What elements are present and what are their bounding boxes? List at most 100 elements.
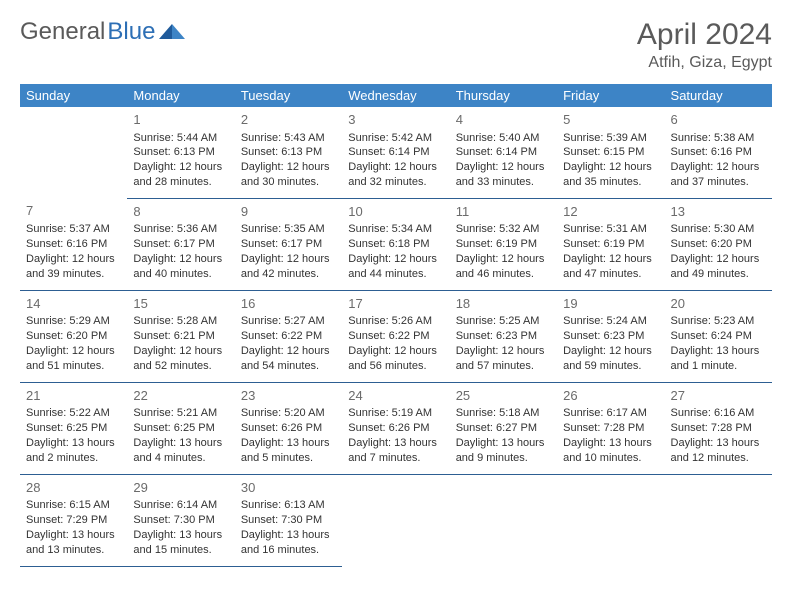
weekday-header: Thursday bbox=[450, 84, 557, 107]
day-number: 11 bbox=[456, 203, 551, 221]
calendar-day-cell: 14Sunrise: 5:29 AMSunset: 6:20 PMDayligh… bbox=[20, 290, 127, 382]
sunset-line: Sunset: 7:30 PM bbox=[241, 513, 336, 528]
sunrise-line: Sunrise: 5:35 AM bbox=[241, 222, 336, 237]
day-number: 19 bbox=[563, 295, 658, 313]
daylight-line: Daylight: 13 hours and 1 minute. bbox=[671, 344, 766, 374]
sunset-line: Sunset: 6:16 PM bbox=[671, 145, 766, 160]
sunset-line: Sunset: 7:29 PM bbox=[26, 513, 121, 528]
day-number: 18 bbox=[456, 295, 551, 313]
sunset-line: Sunset: 6:19 PM bbox=[456, 237, 551, 252]
daylight-line: Daylight: 12 hours and 47 minutes. bbox=[563, 252, 658, 282]
sunrise-line: Sunrise: 5:44 AM bbox=[133, 131, 228, 146]
month-title: April 2024 bbox=[637, 18, 772, 52]
day-number: 7 bbox=[26, 202, 121, 220]
daylight-line: Daylight: 12 hours and 57 minutes. bbox=[456, 344, 551, 374]
calendar-day-cell: 3Sunrise: 5:42 AMSunset: 6:14 PMDaylight… bbox=[342, 107, 449, 198]
calendar-day-cell: 24Sunrise: 5:19 AMSunset: 6:26 PMDayligh… bbox=[342, 382, 449, 474]
calendar-day-cell: 5Sunrise: 5:39 AMSunset: 6:15 PMDaylight… bbox=[557, 107, 664, 198]
day-number: 3 bbox=[348, 111, 443, 129]
day-number: 6 bbox=[671, 111, 766, 129]
sunset-line: Sunset: 6:20 PM bbox=[671, 237, 766, 252]
sunset-line: Sunset: 6:20 PM bbox=[26, 329, 121, 344]
daylight-line: Daylight: 12 hours and 54 minutes. bbox=[241, 344, 336, 374]
calendar-day-cell: 2Sunrise: 5:43 AMSunset: 6:13 PMDaylight… bbox=[235, 107, 342, 198]
day-number: 16 bbox=[241, 295, 336, 313]
calendar-day-cell: 16Sunrise: 5:27 AMSunset: 6:22 PMDayligh… bbox=[235, 290, 342, 382]
sunrise-line: Sunrise: 5:24 AM bbox=[563, 314, 658, 329]
sunrise-line: Sunrise: 5:40 AM bbox=[456, 131, 551, 146]
calendar-day-cell: 11Sunrise: 5:32 AMSunset: 6:19 PMDayligh… bbox=[450, 198, 557, 290]
weekday-header: Wednesday bbox=[342, 84, 449, 107]
sunrise-line: Sunrise: 6:15 AM bbox=[26, 498, 121, 513]
calendar-day-cell: 17Sunrise: 5:26 AMSunset: 6:22 PMDayligh… bbox=[342, 290, 449, 382]
daylight-line: Daylight: 12 hours and 30 minutes. bbox=[241, 160, 336, 190]
daylight-line: Daylight: 13 hours and 2 minutes. bbox=[26, 436, 121, 466]
sunset-line: Sunset: 6:17 PM bbox=[133, 237, 228, 252]
sunset-line: Sunset: 6:19 PM bbox=[563, 237, 658, 252]
daylight-line: Daylight: 12 hours and 44 minutes. bbox=[348, 252, 443, 282]
daylight-line: Daylight: 13 hours and 16 minutes. bbox=[241, 528, 336, 558]
sunrise-line: Sunrise: 5:26 AM bbox=[348, 314, 443, 329]
weekday-header-row: Sunday Monday Tuesday Wednesday Thursday… bbox=[20, 84, 772, 107]
daylight-line: Daylight: 13 hours and 5 minutes. bbox=[241, 436, 336, 466]
sunrise-line: Sunrise: 5:37 AM bbox=[26, 222, 121, 237]
header: GeneralBlue April 2024 Atfih, Giza, Egyp… bbox=[20, 18, 772, 72]
sunrise-line: Sunrise: 6:16 AM bbox=[671, 406, 766, 421]
sunset-line: Sunset: 6:23 PM bbox=[456, 329, 551, 344]
day-number: 23 bbox=[241, 387, 336, 405]
calendar-day-cell: 4Sunrise: 5:40 AMSunset: 6:14 PMDaylight… bbox=[450, 107, 557, 198]
sunset-line: Sunset: 6:25 PM bbox=[133, 421, 228, 436]
calendar-week-row: 1Sunrise: 5:44 AMSunset: 6:13 PMDaylight… bbox=[20, 107, 772, 198]
sunrise-line: Sunrise: 5:23 AM bbox=[671, 314, 766, 329]
daylight-line: Daylight: 12 hours and 49 minutes. bbox=[671, 252, 766, 282]
calendar-week-row: 14Sunrise: 5:29 AMSunset: 6:20 PMDayligh… bbox=[20, 290, 772, 382]
sunrise-line: Sunrise: 5:30 AM bbox=[671, 222, 766, 237]
logo-text-1: General bbox=[20, 18, 105, 46]
sunset-line: Sunset: 6:17 PM bbox=[241, 237, 336, 252]
logo-mark-icon bbox=[159, 18, 185, 46]
calendar-day-cell: 19Sunrise: 5:24 AMSunset: 6:23 PMDayligh… bbox=[557, 290, 664, 382]
sunset-line: Sunset: 6:27 PM bbox=[456, 421, 551, 436]
calendar-day-cell bbox=[20, 107, 127, 198]
sunrise-line: Sunrise: 5:20 AM bbox=[241, 406, 336, 421]
calendar-day-cell: 26Sunrise: 6:17 AMSunset: 7:28 PMDayligh… bbox=[557, 382, 664, 474]
title-block: April 2024 Atfih, Giza, Egypt bbox=[637, 18, 772, 72]
calendar-day-cell bbox=[342, 474, 449, 566]
calendar-table: Sunday Monday Tuesday Wednesday Thursday… bbox=[20, 84, 772, 567]
daylight-line: Daylight: 13 hours and 13 minutes. bbox=[26, 528, 121, 558]
sunrise-line: Sunrise: 5:28 AM bbox=[133, 314, 228, 329]
daylight-line: Daylight: 12 hours and 56 minutes. bbox=[348, 344, 443, 374]
sunset-line: Sunset: 6:26 PM bbox=[241, 421, 336, 436]
sunrise-line: Sunrise: 5:29 AM bbox=[26, 314, 121, 329]
calendar-day-cell bbox=[557, 474, 664, 566]
day-number: 25 bbox=[456, 387, 551, 405]
sunrise-line: Sunrise: 5:42 AM bbox=[348, 131, 443, 146]
sunset-line: Sunset: 6:21 PM bbox=[133, 329, 228, 344]
day-number: 17 bbox=[348, 295, 443, 313]
sunrise-line: Sunrise: 5:32 AM bbox=[456, 222, 551, 237]
day-number: 30 bbox=[241, 479, 336, 497]
daylight-line: Daylight: 12 hours and 35 minutes. bbox=[563, 160, 658, 190]
day-number: 2 bbox=[241, 111, 336, 129]
day-number: 8 bbox=[133, 203, 228, 221]
daylight-line: Daylight: 12 hours and 33 minutes. bbox=[456, 160, 551, 190]
logo-text-2: Blue bbox=[107, 18, 155, 46]
sunset-line: Sunset: 6:14 PM bbox=[456, 145, 551, 160]
sunset-line: Sunset: 6:22 PM bbox=[241, 329, 336, 344]
sunrise-line: Sunrise: 5:31 AM bbox=[563, 222, 658, 237]
day-number: 21 bbox=[26, 387, 121, 405]
calendar-day-cell: 1Sunrise: 5:44 AMSunset: 6:13 PMDaylight… bbox=[127, 107, 234, 198]
daylight-line: Daylight: 12 hours and 40 minutes. bbox=[133, 252, 228, 282]
daylight-line: Daylight: 12 hours and 51 minutes. bbox=[26, 344, 121, 374]
calendar-day-cell: 28Sunrise: 6:15 AMSunset: 7:29 PMDayligh… bbox=[20, 474, 127, 566]
calendar-day-cell: 7Sunrise: 5:37 AMSunset: 6:16 PMDaylight… bbox=[20, 198, 127, 290]
sunrise-line: Sunrise: 5:36 AM bbox=[133, 222, 228, 237]
calendar-week-row: 21Sunrise: 5:22 AMSunset: 6:25 PMDayligh… bbox=[20, 382, 772, 474]
day-number: 20 bbox=[671, 295, 766, 313]
sunrise-line: Sunrise: 5:19 AM bbox=[348, 406, 443, 421]
calendar-day-cell: 6Sunrise: 5:38 AMSunset: 6:16 PMDaylight… bbox=[665, 107, 772, 198]
calendar-week-row: 7Sunrise: 5:37 AMSunset: 6:16 PMDaylight… bbox=[20, 198, 772, 290]
day-number: 26 bbox=[563, 387, 658, 405]
sunrise-line: Sunrise: 5:27 AM bbox=[241, 314, 336, 329]
calendar-day-cell: 27Sunrise: 6:16 AMSunset: 7:28 PMDayligh… bbox=[665, 382, 772, 474]
